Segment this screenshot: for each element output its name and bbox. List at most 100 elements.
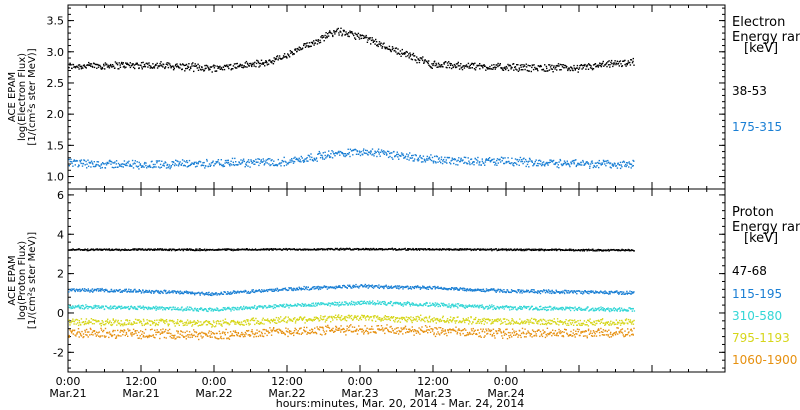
data-point	[371, 286, 374, 288]
data-point	[174, 306, 176, 309]
data-point	[535, 164, 538, 167]
data-point	[210, 307, 212, 310]
data-point	[250, 159, 252, 161]
data-point	[197, 63, 199, 65]
data-point	[312, 286, 315, 288]
data-point	[147, 323, 149, 325]
data-point	[97, 164, 99, 166]
data-point	[450, 63, 452, 65]
data-point	[326, 249, 329, 251]
data-point	[358, 153, 360, 155]
data-point	[562, 164, 564, 166]
data-point	[336, 153, 338, 155]
data-point	[276, 322, 278, 324]
data-point	[423, 158, 426, 160]
data-point	[524, 68, 526, 71]
data-point	[133, 249, 135, 251]
data-point	[189, 248, 191, 250]
data-point	[239, 63, 241, 66]
data-point	[633, 64, 635, 66]
data-point	[389, 155, 391, 158]
data-point	[555, 161, 557, 164]
data-point	[587, 306, 589, 308]
data-point	[118, 322, 120, 324]
data-point	[598, 166, 600, 169]
data-point	[320, 302, 322, 304]
y-tick-label: 2	[57, 268, 64, 281]
data-point	[364, 248, 366, 251]
data-point	[126, 63, 128, 65]
data-point	[71, 67, 73, 70]
data-point	[590, 291, 592, 294]
data-point	[259, 65, 261, 67]
data-point	[495, 248, 498, 250]
data-point	[621, 291, 623, 293]
data-point	[507, 248, 510, 250]
data-point	[311, 156, 313, 159]
data-point	[535, 308, 537, 310]
data-point	[482, 288, 485, 290]
data-point	[630, 308, 632, 310]
data-point	[136, 308, 139, 311]
data-point	[180, 64, 182, 66]
data-point	[114, 61, 117, 63]
data-point	[92, 319, 94, 321]
data-point	[617, 249, 619, 251]
data-point	[581, 309, 583, 311]
data-point	[317, 288, 320, 291]
data-point	[458, 289, 460, 291]
data-point	[210, 164, 212, 166]
data-point	[526, 306, 528, 308]
data-point	[406, 301, 409, 303]
data-point	[368, 37, 370, 39]
data-point	[526, 69, 528, 72]
data-point	[258, 164, 260, 167]
data-point	[564, 289, 566, 292]
data-point	[493, 305, 495, 307]
data-point	[549, 161, 551, 163]
data-point	[76, 248, 78, 251]
data-point	[139, 249, 142, 251]
data-point	[89, 63, 91, 65]
data-point	[247, 319, 249, 321]
data-point	[96, 307, 98, 309]
data-point	[435, 162, 437, 164]
data-point	[601, 62, 604, 64]
data-point	[598, 250, 600, 252]
data-point	[99, 288, 101, 290]
data-point	[124, 163, 126, 166]
data-point	[231, 320, 234, 322]
data-point	[202, 162, 204, 164]
data-point	[172, 306, 174, 308]
data-point	[446, 67, 448, 69]
data-point	[316, 304, 318, 306]
data-point	[523, 249, 526, 251]
data-point	[180, 319, 182, 322]
data-point	[607, 307, 609, 309]
data-point	[113, 162, 115, 164]
data-point	[116, 64, 119, 66]
data-point	[312, 302, 315, 304]
data-point	[559, 158, 561, 161]
data-point	[432, 303, 434, 305]
data-point	[592, 68, 595, 70]
data-point	[174, 163, 176, 165]
data-point	[472, 63, 474, 65]
data-point	[505, 162, 507, 164]
data-point	[614, 163, 616, 165]
data-point	[104, 323, 106, 326]
data-point	[386, 150, 389, 152]
data-point	[350, 249, 352, 251]
data-point	[93, 305, 95, 307]
data-point	[326, 248, 328, 250]
data-point	[551, 64, 553, 67]
data-point	[472, 305, 474, 308]
data-point	[209, 307, 211, 309]
data-point	[273, 57, 275, 59]
data-point	[250, 291, 252, 293]
data-point	[369, 285, 371, 287]
data-point	[474, 248, 476, 250]
data-point	[558, 291, 561, 293]
data-point	[205, 292, 208, 294]
data-point	[190, 249, 192, 251]
